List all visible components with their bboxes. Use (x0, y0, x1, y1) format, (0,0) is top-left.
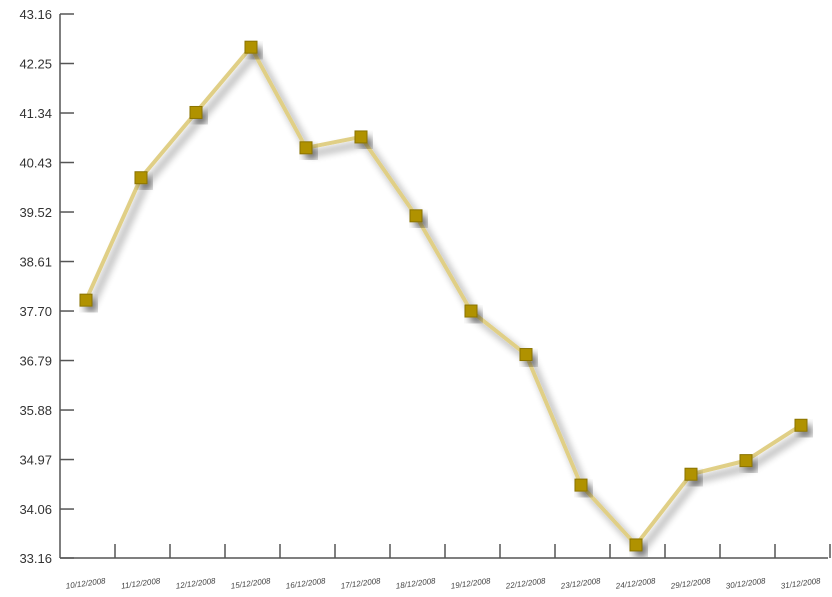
y-tick-label: 43.16 (19, 7, 52, 22)
x-tick-label: 10/12/2008 (65, 576, 106, 591)
y-tick-label: 36.79 (19, 354, 52, 369)
y-tick-label: 35.88 (19, 403, 52, 418)
y-tick-label: 33.16 (19, 551, 52, 566)
data-point (244, 40, 258, 54)
x-tick-label: 15/12/2008 (230, 576, 271, 591)
x-tick-label: 17/12/2008 (340, 576, 381, 591)
data-point (684, 467, 698, 481)
data-point (299, 141, 313, 155)
y-tick-label: 34.97 (19, 453, 52, 468)
x-tick-label: 31/12/2008 (780, 576, 821, 591)
data-point (354, 130, 368, 144)
y-tick-label: 34.06 (19, 502, 52, 517)
x-tick-label: 22/12/2008 (504, 576, 546, 591)
y-tick-label: 38.61 (19, 255, 52, 270)
series-line (84, 45, 803, 547)
x-tick-label: 30/12/2008 (725, 576, 766, 591)
y-tick-label: 42.25 (19, 57, 52, 72)
data-point (629, 538, 643, 552)
data-point (189, 105, 203, 119)
data-point (739, 454, 753, 468)
y-tick-label: 41.34 (19, 106, 52, 121)
y-tick-label: 40.43 (19, 156, 52, 171)
x-tick-label: 18/12/2008 (395, 576, 436, 591)
x-tick-label: 24/12/2008 (614, 576, 656, 591)
x-axis: 10/12/2008 11/12/2008 12/12/2008 15/12/2008… (60, 544, 831, 591)
x-tick-label: 19/12/2008 (450, 576, 491, 591)
x-tick-label: 11/12/2008 (120, 576, 161, 590)
y-axis: 33.16 34.06 34.97 35.88 36.79 37.70 38.61 39.52… (19, 7, 74, 566)
data-point (574, 478, 588, 492)
x-tick-label: 16/12/2008 (285, 576, 326, 591)
x-tick-label: 12/12/2008 (175, 576, 216, 591)
data-point (134, 171, 148, 185)
plot-area (79, 40, 808, 552)
data-point (464, 304, 478, 318)
x-tick-label: 29/12/2008 (669, 576, 711, 591)
y-tick-label: 37.70 (19, 304, 52, 319)
y-tick-label: 39.52 (19, 205, 52, 220)
data-point (409, 209, 423, 223)
data-point (79, 293, 93, 307)
x-tick-label: 23/12/2008 (559, 576, 601, 591)
data-point (519, 348, 533, 362)
data-point (794, 418, 808, 432)
